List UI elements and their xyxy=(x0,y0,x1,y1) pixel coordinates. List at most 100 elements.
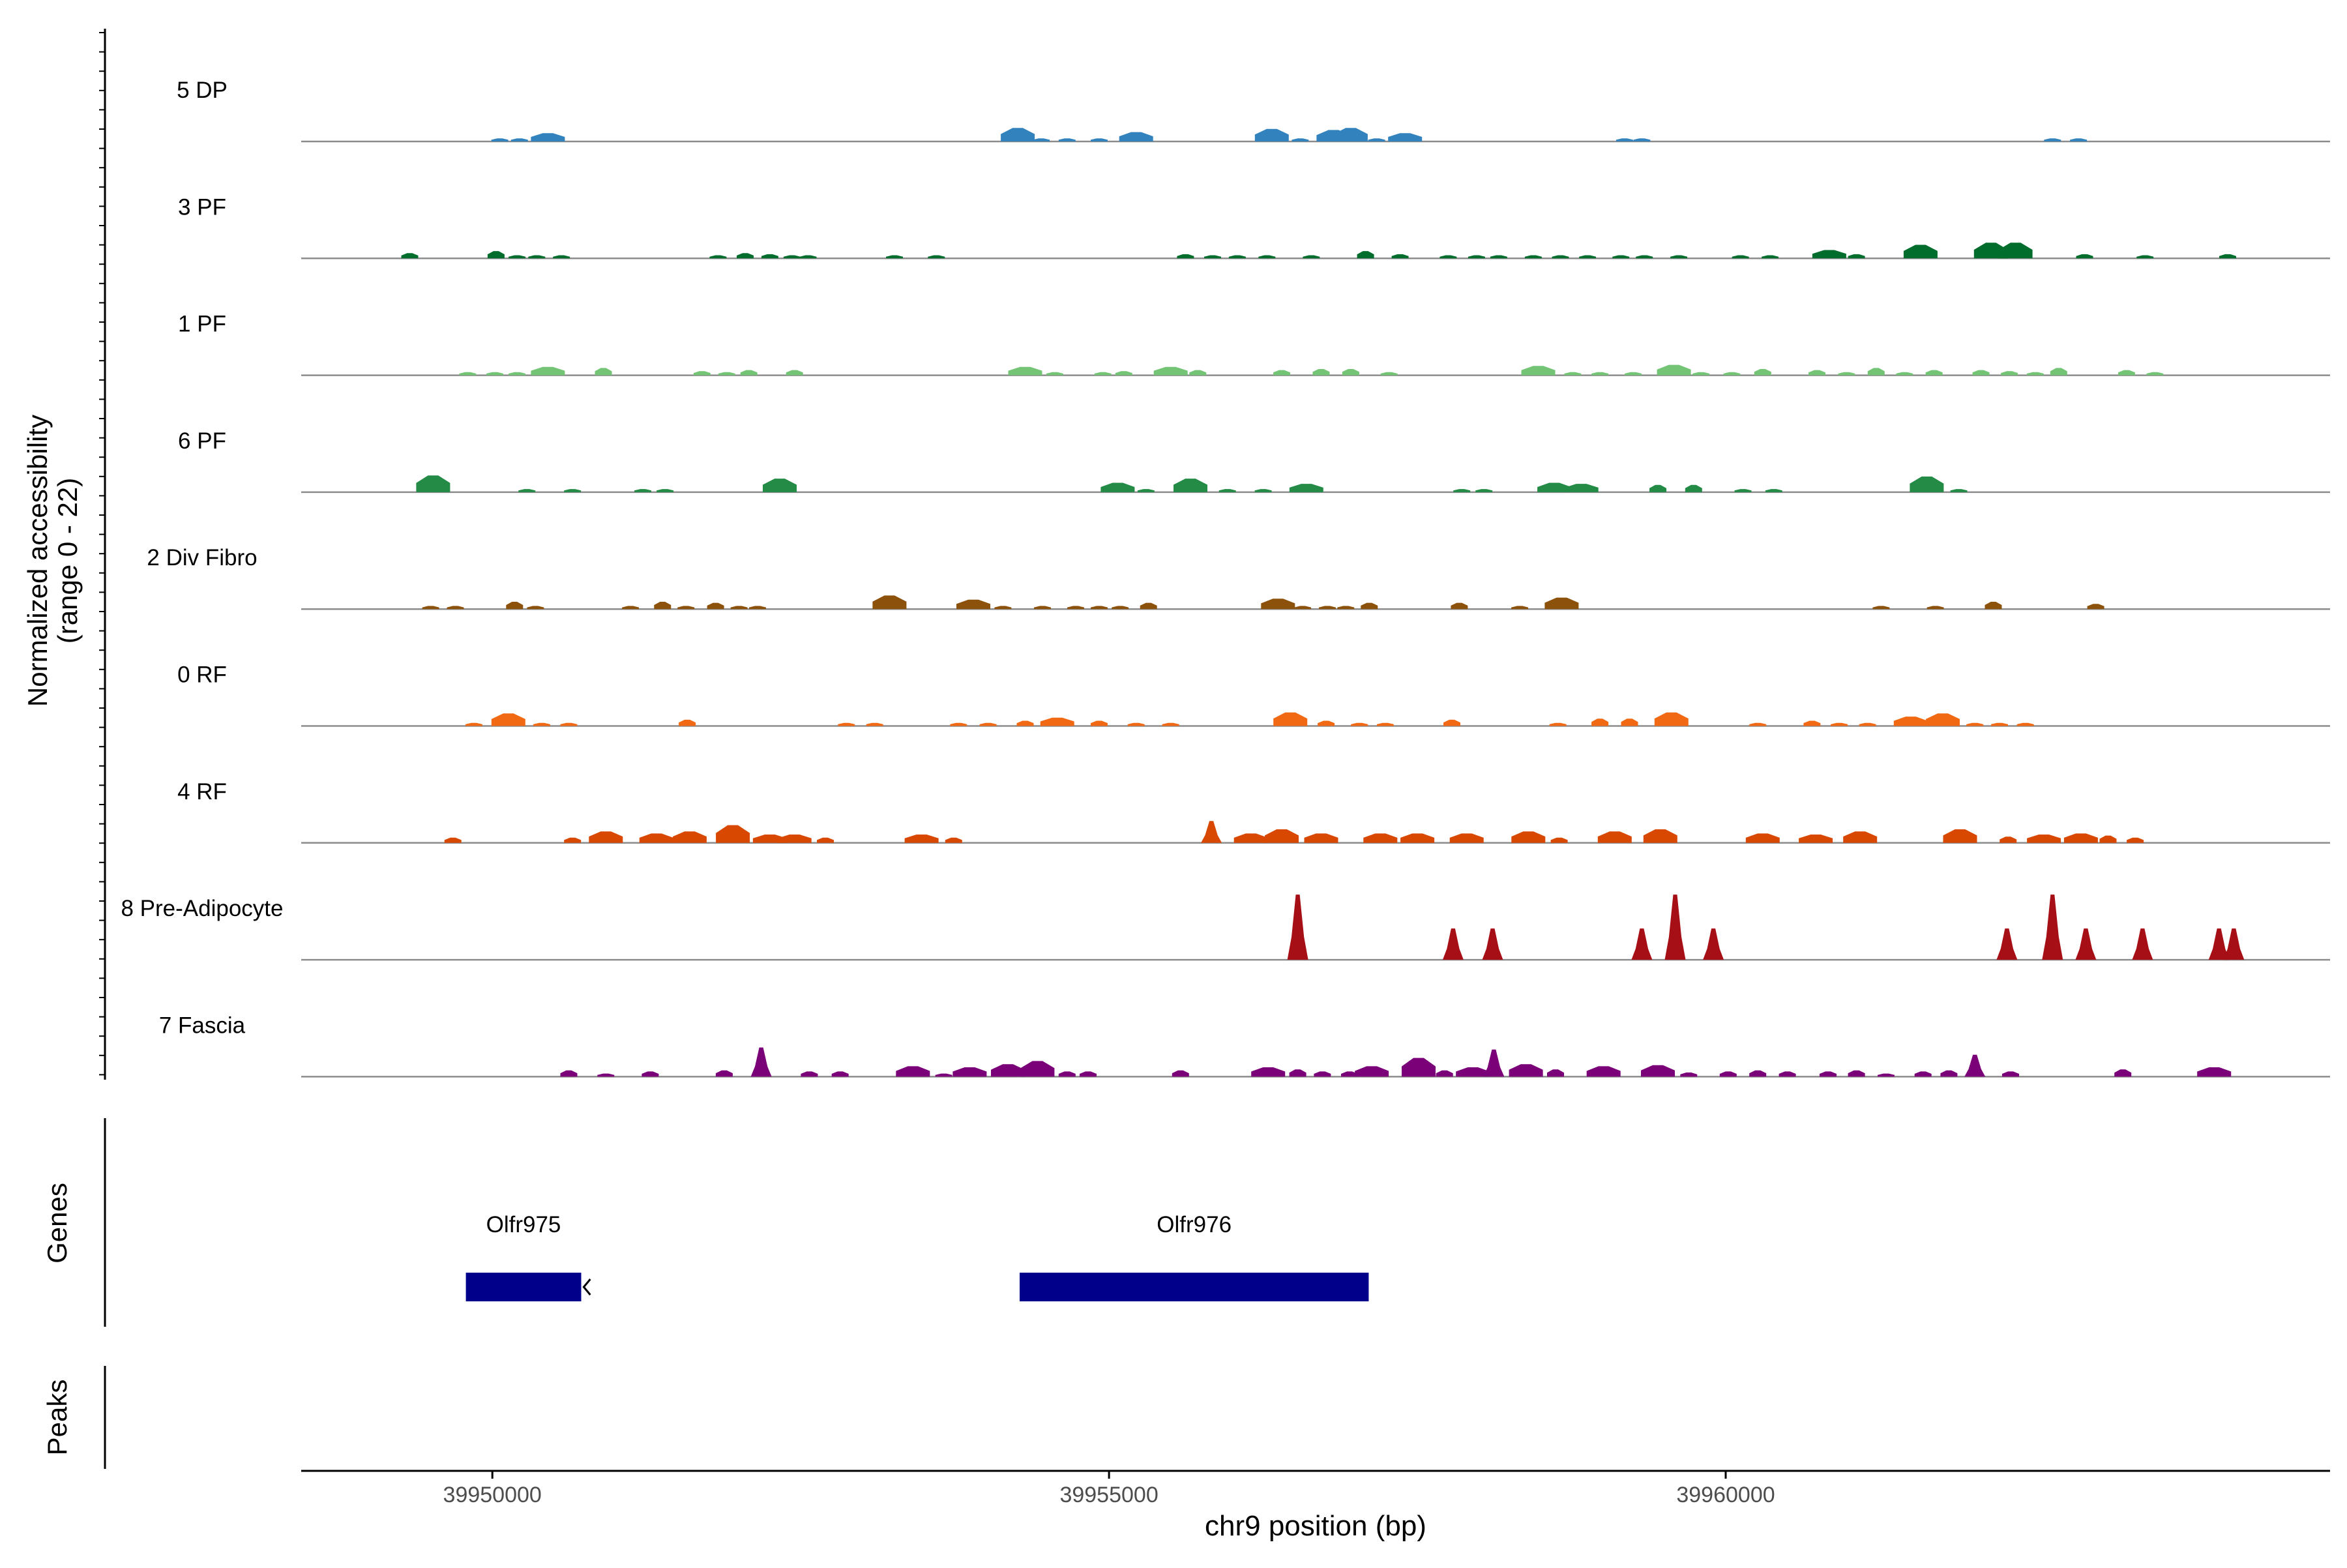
coverage-peak xyxy=(1388,133,1423,141)
coverage-peak xyxy=(740,370,758,376)
coverage-peak xyxy=(1641,1065,1675,1077)
coverage-peak xyxy=(2070,138,2088,141)
coverage-peak xyxy=(1654,712,1689,726)
coverage-peak xyxy=(1616,138,1633,141)
coverage-peak xyxy=(1040,717,1074,726)
track-6-pf: 6 PF xyxy=(178,428,2330,494)
coverage-peak xyxy=(1799,835,1833,843)
coverage-peak xyxy=(2146,372,2164,376)
coverage-peak xyxy=(447,606,464,610)
coverage-peak xyxy=(589,831,623,843)
coverage-peak xyxy=(679,719,696,726)
coverage-peak xyxy=(1287,895,1308,960)
coverage-peak xyxy=(1820,1071,1837,1077)
gene-olfr976: Olfr976 xyxy=(1020,1212,1369,1301)
coverage-peak xyxy=(763,479,797,492)
coverage-peak xyxy=(1058,1071,1076,1077)
coverage-peak xyxy=(1355,1066,1389,1077)
coverage-peak xyxy=(528,255,546,259)
coverage-peak xyxy=(1376,722,1394,726)
coverage-peak xyxy=(1848,254,1865,259)
coverage-peak xyxy=(642,1071,659,1077)
coverage-peak xyxy=(2016,722,2034,726)
track-3-pf: 3 PF xyxy=(178,194,2330,259)
x-axis-label: chr9 position (bp) xyxy=(1205,1510,1426,1542)
coverage-peak xyxy=(896,1066,930,1077)
coverage-peak xyxy=(1304,833,1338,843)
track-4-rf: 4 RF xyxy=(177,779,2330,844)
coverage-peak xyxy=(1067,606,1084,610)
coverage-peak xyxy=(799,255,817,259)
coverage-peak xyxy=(622,606,640,610)
coverage-peak xyxy=(1940,1070,1958,1077)
coverage-peak xyxy=(416,475,450,492)
coverage-peak xyxy=(935,1073,952,1077)
coverage-peak xyxy=(1490,255,1507,259)
coverage-peak xyxy=(1544,597,1579,610)
coverage-peak xyxy=(1779,1071,1796,1077)
coverage-peak xyxy=(1680,1072,1698,1077)
coverage-peak xyxy=(672,831,707,843)
coverage-peak xyxy=(1867,368,1885,376)
coverage-peak xyxy=(491,138,509,141)
track-label: 8 Pre-Adipocyte xyxy=(121,896,283,921)
coverage-peak xyxy=(1547,1069,1564,1077)
coverage-peak xyxy=(1016,720,1034,726)
coverage-peak xyxy=(1451,602,1468,610)
coverage-peak xyxy=(956,599,990,610)
coverage-peak xyxy=(560,722,578,726)
coverage-peak xyxy=(1289,1069,1306,1077)
coverage-peak xyxy=(1964,1054,1986,1077)
coverage-peak xyxy=(886,255,903,259)
coverage-peak xyxy=(1112,606,1129,610)
coverage-peak xyxy=(1127,722,1145,726)
coverage-peak xyxy=(1670,255,1688,259)
coverage-peak xyxy=(1363,833,1398,843)
coverage-peak xyxy=(1812,250,1846,259)
coverage-peak xyxy=(1201,821,1222,843)
coverage-peak xyxy=(777,835,812,843)
coverage-peak xyxy=(994,606,1012,610)
coverage-peak xyxy=(1189,370,1207,376)
coverage-peak xyxy=(730,606,748,610)
coverage-peak xyxy=(716,825,750,843)
coverage-peak xyxy=(1831,722,1848,726)
coverage-peak xyxy=(1754,369,1771,376)
track-label: 0 RF xyxy=(177,662,227,688)
coverage-peak xyxy=(597,1073,615,1077)
coverage-peak xyxy=(2087,604,2104,610)
coverage-peak xyxy=(979,722,997,726)
coverage-peak xyxy=(1803,720,1821,726)
coverage-peak xyxy=(564,489,582,492)
coverage-peak xyxy=(1692,372,1710,376)
coverage-peak xyxy=(1342,369,1359,376)
coverage-peak xyxy=(1254,489,1272,492)
track-1-pf: 1 PF xyxy=(178,312,2330,376)
coverage-peak xyxy=(1177,254,1194,259)
coverage-peak xyxy=(2208,928,2230,960)
coverage-peak xyxy=(693,371,711,376)
coverage-peak xyxy=(715,1070,733,1077)
coverage-peak xyxy=(1745,833,1780,843)
coverage-peak xyxy=(1564,372,1582,376)
coverage-peak xyxy=(654,602,672,610)
coverage-peak xyxy=(1664,895,1686,960)
coverage-peak xyxy=(2197,1067,2232,1077)
coverage-peak xyxy=(2132,928,2153,960)
coverage-peak xyxy=(1091,606,1108,610)
coverage-peak xyxy=(761,254,778,259)
coverage-peak xyxy=(2063,833,2098,843)
coverage-peak xyxy=(491,713,525,726)
coverage-peak xyxy=(2099,835,2117,843)
coverage-peak xyxy=(1368,138,1385,141)
coverage-peak xyxy=(1468,255,1485,259)
coverage-peak xyxy=(1449,833,1484,843)
track-label: 6 PF xyxy=(178,428,226,454)
coverage-peak xyxy=(639,833,673,843)
coverage-peak xyxy=(1996,928,2018,960)
coverage-peak xyxy=(1439,255,1457,259)
coverage-peak xyxy=(1351,722,1368,726)
coverage-peak xyxy=(1094,372,1112,376)
